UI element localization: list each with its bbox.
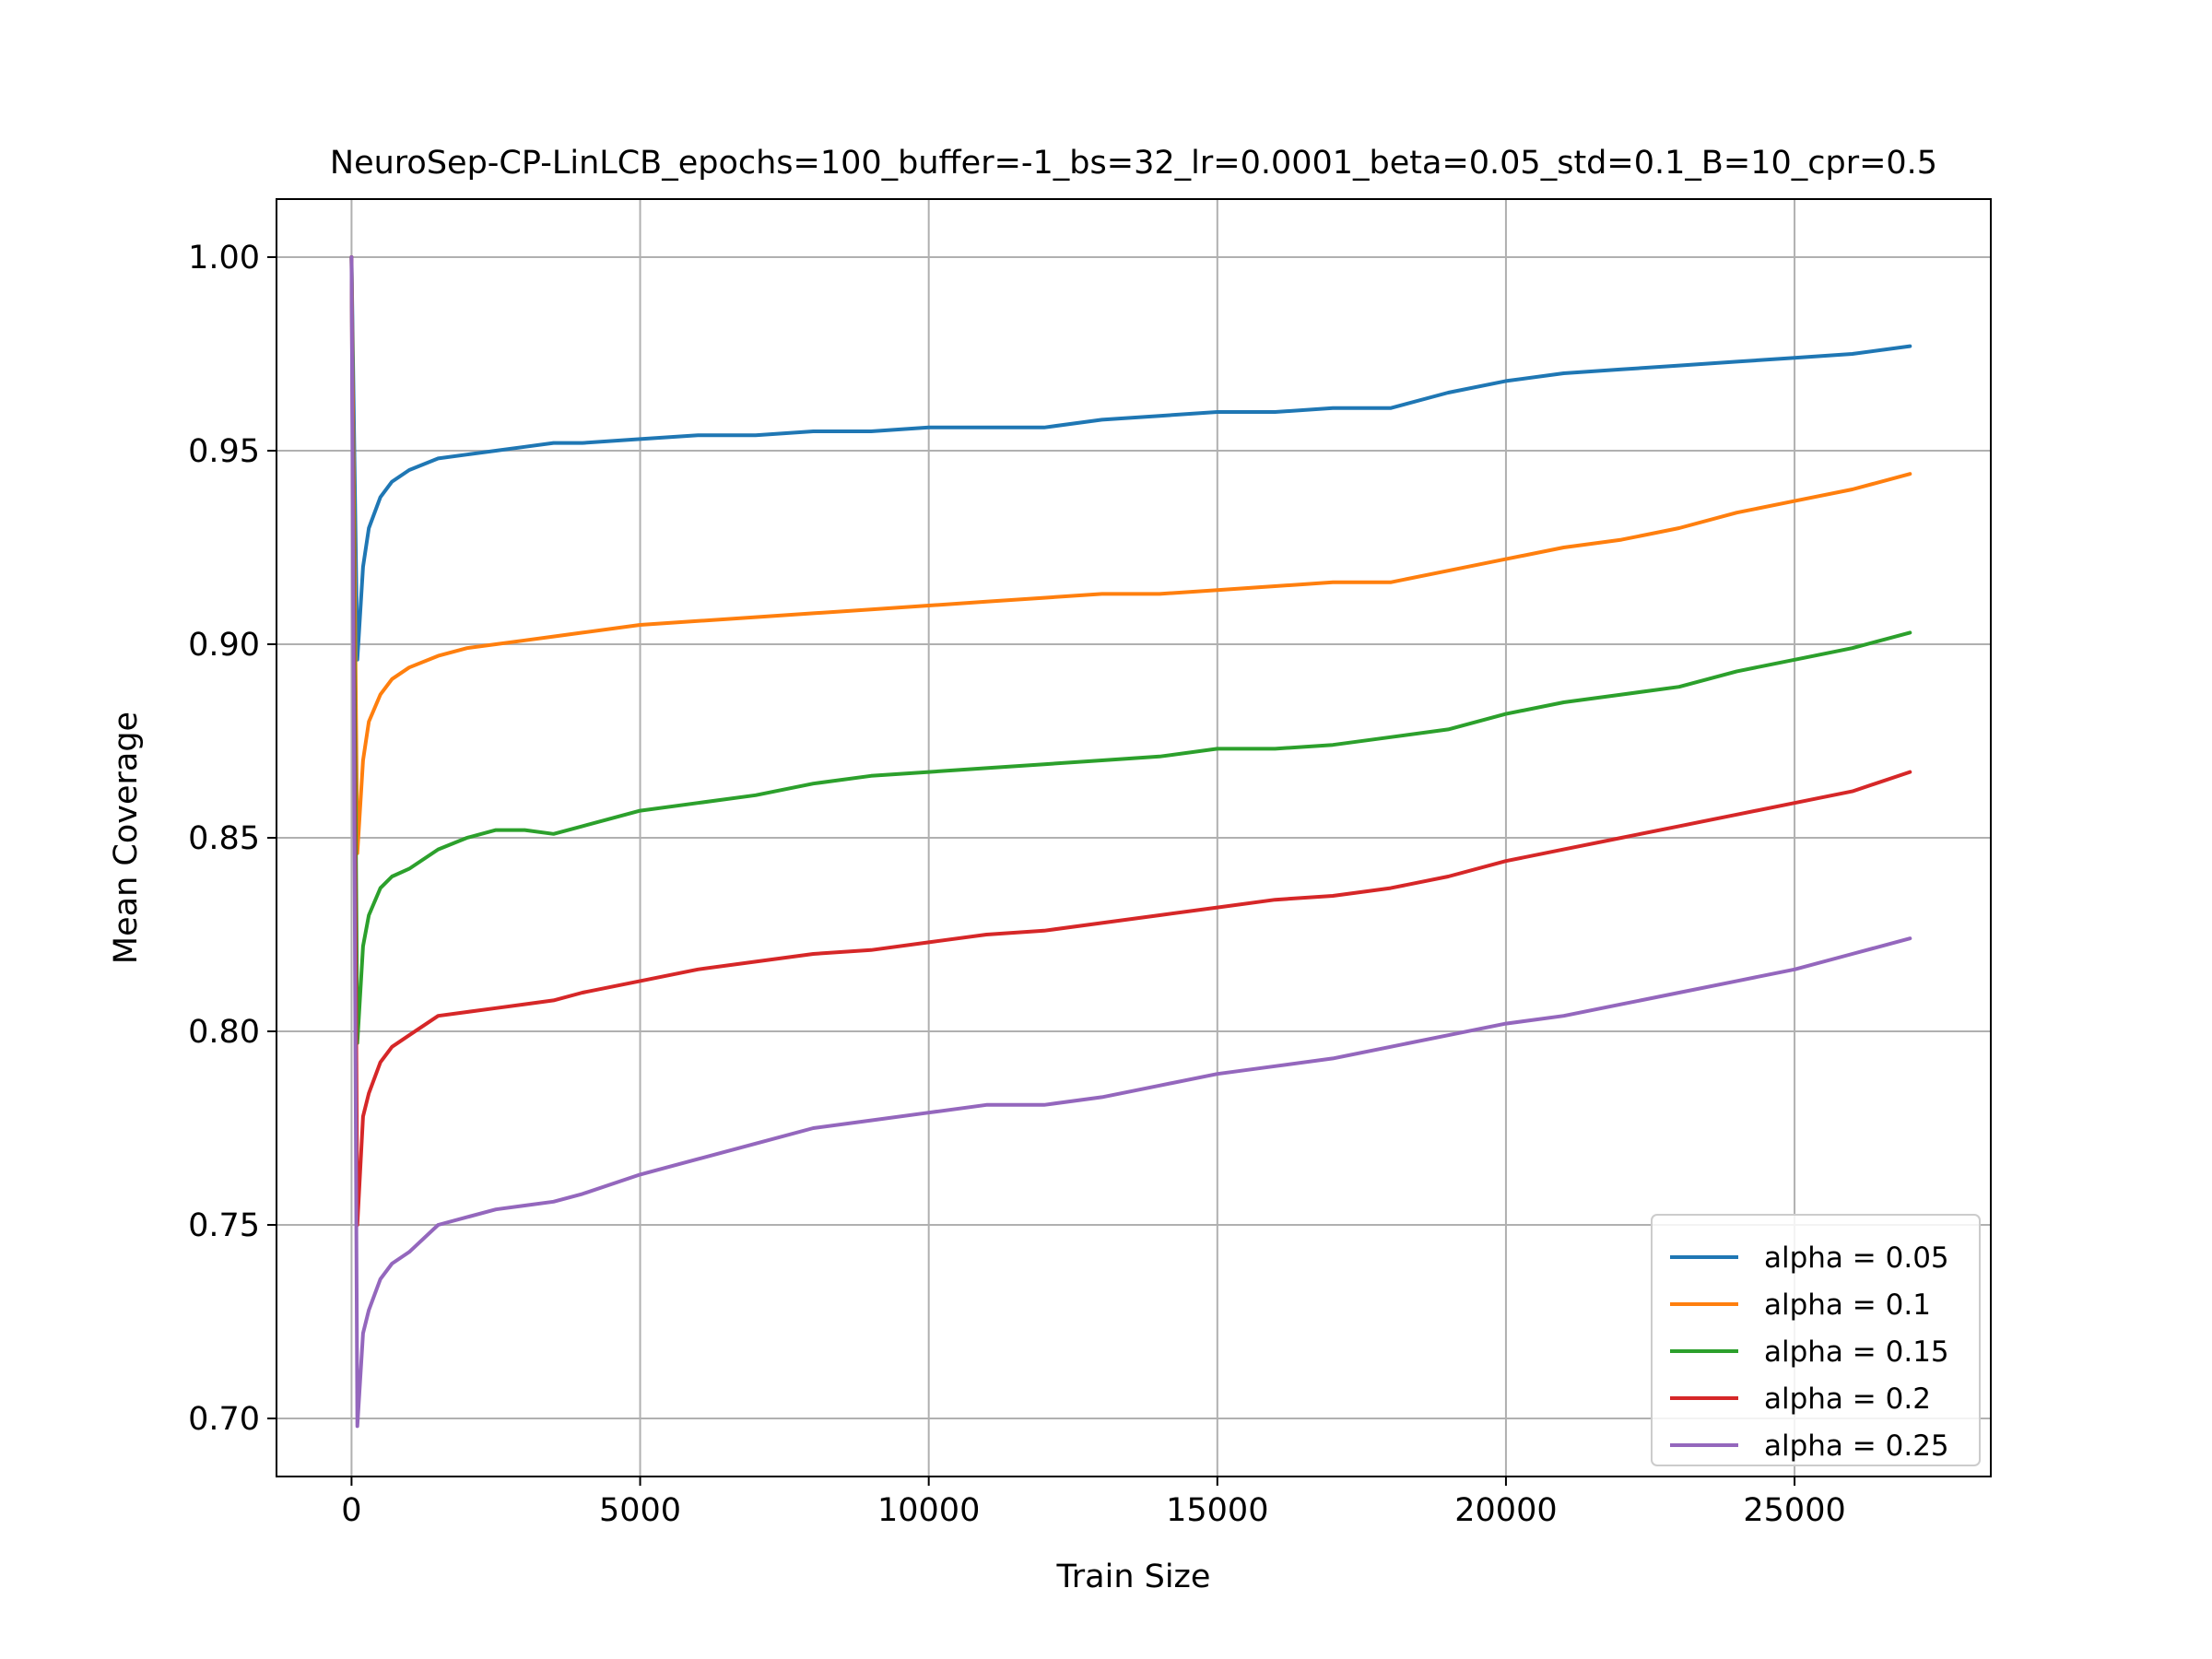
x-tick-label: 15000 xyxy=(1166,1492,1268,1529)
x-tick-label: 25000 xyxy=(1743,1492,1845,1529)
series-line-alpha-0-15 xyxy=(349,255,1912,1045)
series-line-alpha-0-2 xyxy=(349,255,1912,1227)
x-tick-label: 10000 xyxy=(877,1492,980,1529)
series-line-alpha-0-05 xyxy=(349,255,1912,662)
y-tick-label: 0.85 xyxy=(188,820,260,857)
axis-ticks: 0 5000 10000 15000 20000 25000 0.70 0.75 0.80 0.8… xyxy=(188,240,1846,1529)
y-tick-label: 0.75 xyxy=(188,1207,260,1244)
y-tick-label: 0.80 xyxy=(188,1014,260,1051)
x-tick-label: 5000 xyxy=(599,1492,681,1529)
chart-title: NeuroSep-CP-LinLCB_epochs=100_buffer=-1_… xyxy=(330,145,1937,182)
y-axis-label: Mean Coverage xyxy=(108,712,145,964)
legend: alpha = 0.05 alpha = 0.1 alpha = 0.15 alpha… xyxy=(1651,1214,1981,1466)
legend-box xyxy=(1651,1214,1981,1466)
legend-label: alpha = 0.05 xyxy=(1764,1241,1949,1275)
x-tick-label: 20000 xyxy=(1454,1492,1557,1529)
grid xyxy=(276,199,1991,1477)
y-tick-label: 1.00 xyxy=(188,240,260,276)
y-tick-label: 0.70 xyxy=(188,1401,260,1438)
y-tick-label: 0.90 xyxy=(188,627,260,664)
series-line-alpha-0-25 xyxy=(349,255,1912,1429)
legend-label: alpha = 0.25 xyxy=(1764,1430,1949,1463)
series-line-alpha-0-1 xyxy=(349,255,1912,855)
legend-label: alpha = 0.15 xyxy=(1764,1335,1949,1369)
legend-label: alpha = 0.1 xyxy=(1764,1288,1931,1322)
x-axis-label: Train Size xyxy=(1056,1559,1211,1595)
legend-label: alpha = 0.2 xyxy=(1764,1382,1931,1416)
x-tick-label: 0 xyxy=(341,1492,361,1529)
series-lines xyxy=(349,255,1912,1429)
y-tick-label: 0.95 xyxy=(188,433,260,470)
